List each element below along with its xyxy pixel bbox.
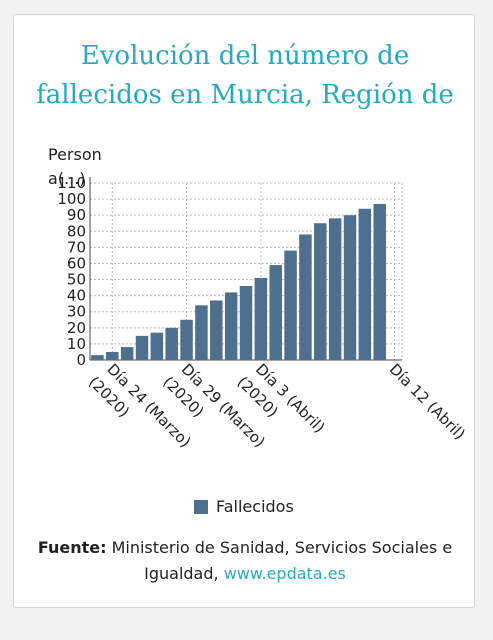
bar-2-abr — [239, 285, 253, 360]
bar-3-abr — [254, 277, 268, 360]
chart-title-line-2: fallecidos en Murcia, Región de — [36, 80, 454, 110]
bar-1-abr — [224, 292, 238, 360]
bar-8-abr — [328, 218, 342, 360]
bar-31-mar — [210, 300, 223, 360]
y-tick-label: 80 — [67, 222, 86, 240]
y-axis-label: Person a(...) — [48, 143, 118, 191]
legend-swatch-fallecidos — [194, 499, 208, 514]
bar-30-mar — [195, 305, 208, 360]
source-label: Fuente: — [37, 538, 107, 557]
y-tick-label: 60 — [67, 254, 86, 272]
chart-legend: Fallecidos — [194, 497, 294, 516]
bar-5-abr — [284, 250, 297, 360]
bar-28-mar — [165, 327, 178, 360]
bar-26-mar — [135, 335, 149, 360]
x-tick-label-group: Día 12 (Abril) — [386, 360, 469, 443]
y-tick-label: 0 — [76, 351, 86, 369]
chart-title-line-1: Evolución del número de — [80, 41, 410, 71]
chart-title: Evolución del número de fallecidos en Mu… — [14, 37, 476, 115]
y-tick-label: 100 — [57, 190, 86, 208]
chart-source: Fuente: Ministerio de Sanidad, Servicios… — [14, 535, 476, 587]
y-tick-label: 30 — [67, 303, 86, 321]
x-tick-label-group: Día 24 (Marzo)(2020) — [85, 360, 194, 451]
bar-6-abr — [299, 234, 312, 360]
bar-25-mar — [120, 347, 134, 360]
y-tick-label: 90 — [67, 206, 86, 224]
y-tick-label: 70 — [67, 238, 86, 256]
y-tick-label: 20 — [67, 319, 86, 337]
bar-23-mar — [91, 355, 104, 360]
y-tick-label: 50 — [67, 271, 86, 289]
source-link[interactable]: www.epdata.es — [223, 564, 346, 583]
bar-11-abr — [373, 203, 386, 360]
source-text: Ministerio de Sanidad, Servicios Sociale… — [111, 538, 453, 583]
chart-card: Evolución del número de fallecidos en Mu… — [13, 14, 475, 608]
bar-29-mar — [180, 319, 193, 360]
y-tick-label: 10 — [67, 335, 86, 353]
bar-27-mar — [150, 332, 164, 360]
y-tick-label: 110 — [57, 174, 86, 192]
bar-4-abr — [269, 265, 282, 360]
bar-10-abr — [358, 208, 372, 360]
y-tick-label: 40 — [67, 287, 86, 305]
x-tick-label: Día 12 (Abril) — [386, 360, 469, 443]
bar-9-abr — [343, 215, 357, 360]
legend-label-fallecidos: Fallecidos — [216, 497, 294, 516]
bar-7-abr — [314, 223, 327, 360]
bar-24-mar — [106, 351, 119, 360]
y-axis-label-text: Person a(...) — [48, 145, 102, 188]
x-tick-label-group: Día 29 (Marzo)(2020) — [159, 360, 268, 451]
